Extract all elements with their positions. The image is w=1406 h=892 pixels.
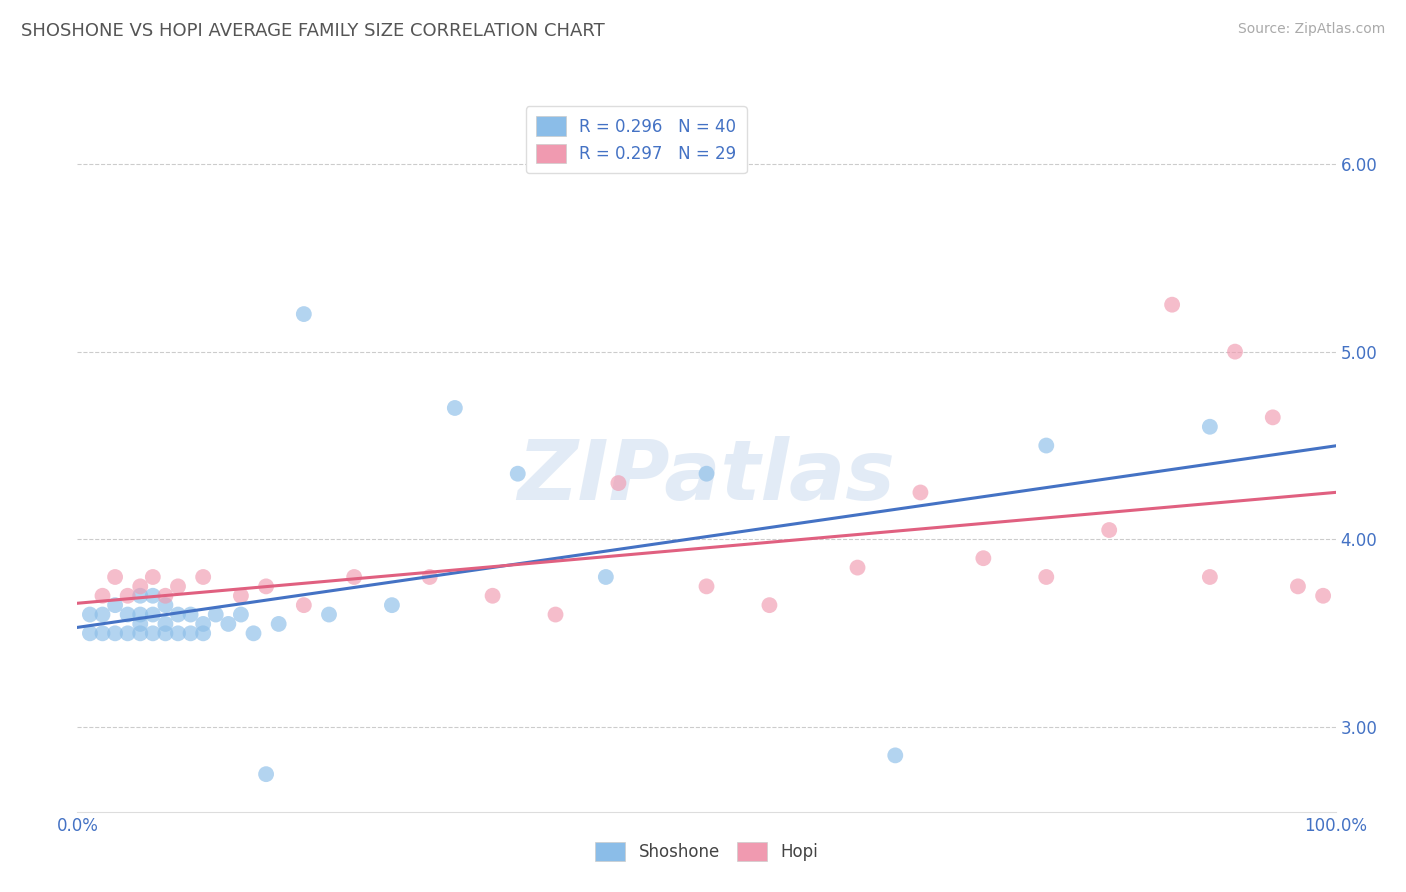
Point (104, 598, 127, 612)
Point (1312, 589, 1334, 603)
Point (191, 570, 215, 584)
Point (1286, 579, 1309, 593)
Point (607, 476, 630, 491)
Point (129, 589, 152, 603)
Point (1261, 410, 1284, 425)
Point (129, 607, 152, 622)
Point (191, 626, 215, 640)
Text: SHOSHONE VS HOPI AVERAGE FAMILY SIZE CORRELATION CHART: SHOSHONE VS HOPI AVERAGE FAMILY SIZE COR… (21, 22, 605, 40)
Point (142, 607, 165, 622)
Point (91, 626, 114, 640)
Point (419, 570, 441, 584)
Point (1035, 438, 1057, 452)
Point (117, 589, 139, 603)
Point (292, 598, 315, 612)
Point (229, 589, 252, 603)
Point (254, 579, 277, 593)
Point (972, 551, 994, 566)
Point (142, 570, 165, 584)
Point (167, 607, 190, 622)
Point (229, 607, 252, 622)
Point (204, 607, 226, 622)
Point (481, 589, 503, 603)
Point (104, 626, 127, 640)
Point (155, 598, 177, 612)
Point (79, 626, 101, 640)
Point (155, 589, 177, 603)
Point (292, 307, 315, 321)
Point (381, 598, 404, 612)
Point (155, 616, 177, 631)
Point (846, 560, 869, 574)
Point (595, 570, 617, 584)
Point (884, 748, 907, 763)
Point (142, 589, 165, 603)
Point (343, 570, 366, 584)
Point (167, 579, 190, 593)
Point (129, 626, 152, 640)
Point (318, 607, 340, 622)
Point (1199, 419, 1222, 434)
Point (191, 616, 215, 631)
Text: ZIPatlas: ZIPatlas (517, 436, 896, 516)
Point (506, 467, 529, 481)
Point (1223, 344, 1246, 359)
Text: Source: ZipAtlas.com: Source: ZipAtlas.com (1237, 22, 1385, 37)
Point (254, 767, 277, 781)
Legend: Shoshone, Hopi: Shoshone, Hopi (585, 832, 828, 871)
Point (91, 589, 114, 603)
Point (696, 579, 718, 593)
Point (1161, 298, 1184, 312)
Point (444, 401, 467, 415)
Point (910, 485, 932, 500)
Point (1199, 570, 1222, 584)
Point (79, 607, 101, 622)
Point (217, 616, 239, 631)
Point (129, 616, 152, 631)
Point (544, 607, 567, 622)
Point (696, 467, 718, 481)
Point (242, 626, 264, 640)
Point (167, 626, 190, 640)
Point (267, 616, 290, 631)
Point (1035, 570, 1057, 584)
Point (180, 626, 202, 640)
Point (180, 607, 202, 622)
Point (155, 626, 177, 640)
Point (91, 607, 114, 622)
Point (117, 607, 139, 622)
Point (129, 579, 152, 593)
Point (758, 598, 780, 612)
Point (104, 570, 127, 584)
Point (117, 626, 139, 640)
Point (1098, 523, 1121, 537)
Point (142, 626, 165, 640)
